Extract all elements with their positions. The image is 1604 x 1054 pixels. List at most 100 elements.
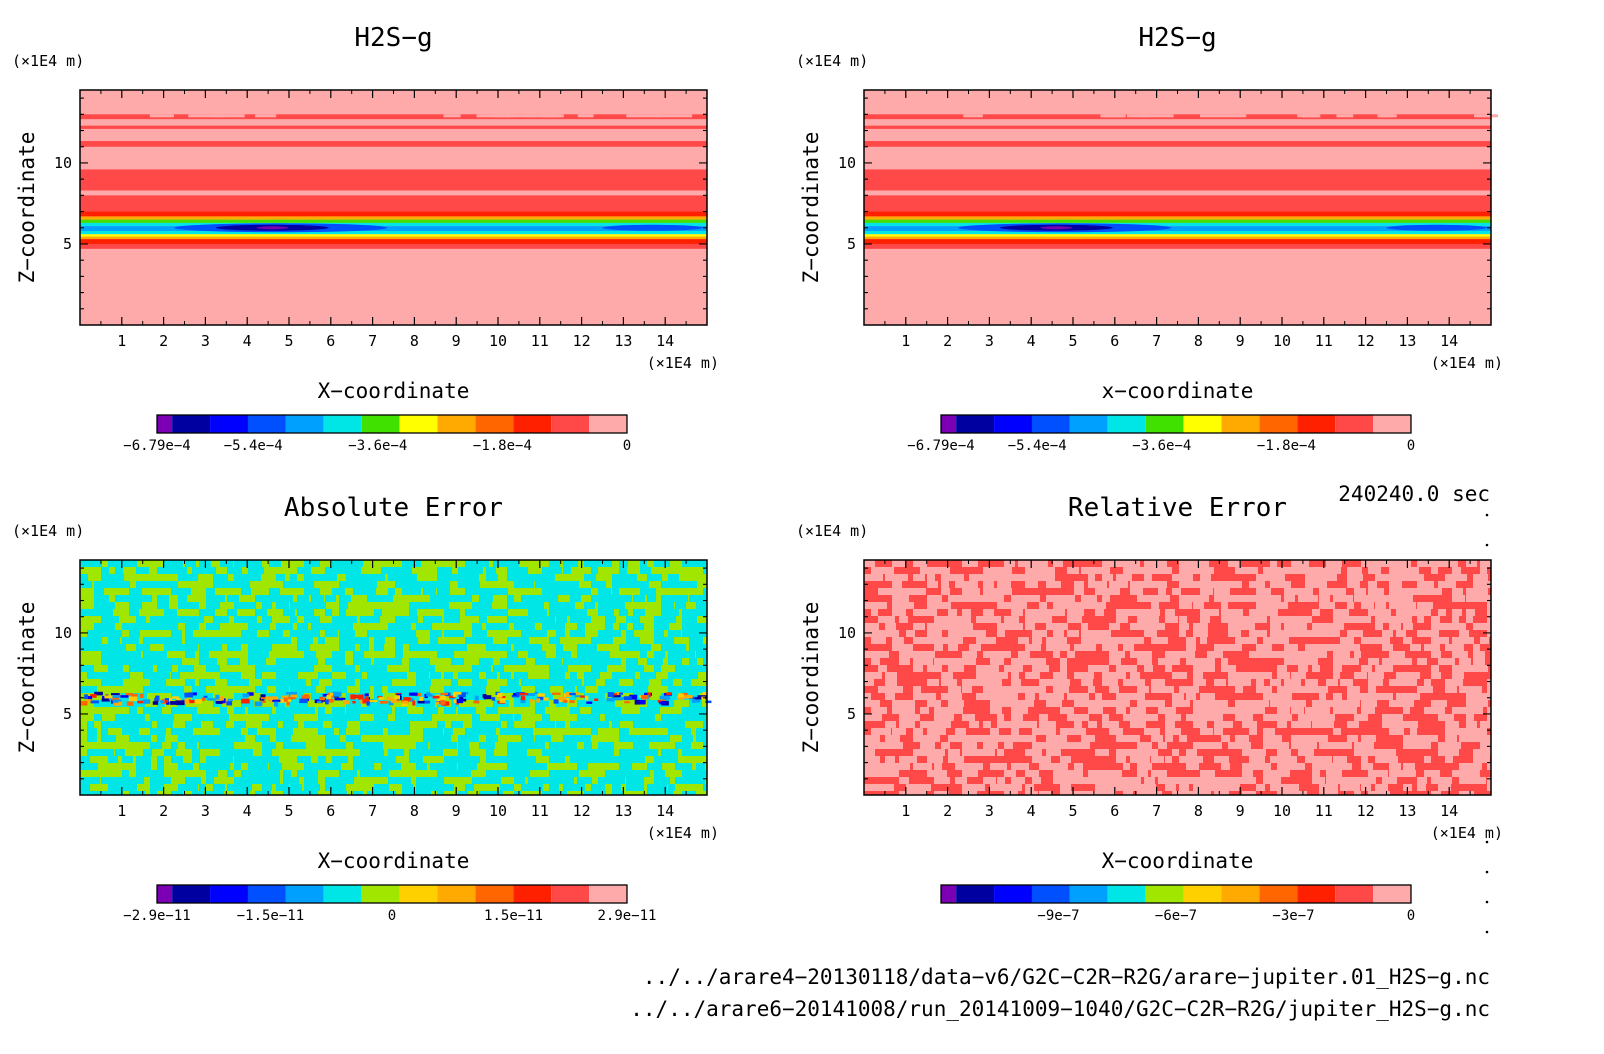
field-cell: [955, 763, 965, 770]
z-tick-label: 10: [838, 624, 856, 642]
field-cell: [332, 616, 339, 623]
field-cell: [1221, 735, 1230, 742]
field-cell: [1480, 637, 1489, 644]
field-cell: [1333, 693, 1342, 700]
field-cell: [1347, 721, 1359, 728]
field-cell: [1004, 616, 1015, 623]
field-cell: [626, 658, 638, 665]
field-cell: [1452, 609, 1462, 616]
field-cell: [569, 692, 576, 696]
field-cell: [80, 701, 88, 706]
field-cell: [1445, 581, 1456, 588]
field-cell: [458, 567, 466, 574]
field-cell: [402, 714, 411, 721]
field-cell: [1333, 623, 1344, 630]
field-cell: [1291, 567, 1301, 574]
field-cell: [1277, 581, 1291, 588]
field-cell: [675, 602, 686, 609]
field-cell: [1165, 609, 1175, 616]
field-cell: [1228, 609, 1235, 616]
field-cell: [108, 630, 122, 637]
field-cell: [101, 735, 116, 742]
field-cell: [1452, 651, 1468, 658]
field-cell: [885, 630, 899, 637]
field-cell: [1326, 791, 1338, 795]
z-unit-label: (×1E4 m): [12, 52, 84, 70]
field-cell: [276, 686, 289, 693]
field-cell: [126, 701, 134, 706]
dot-marker: [1485, 870, 1489, 874]
field-cell: [395, 686, 407, 693]
field-cell: [360, 658, 371, 665]
field-cell: [1130, 588, 1143, 595]
field-cell: [1102, 777, 1115, 784]
field-cell: [1403, 595, 1413, 602]
field-cell: [1123, 763, 1130, 770]
field-cell: [304, 651, 316, 658]
colorbar-segment: [1183, 415, 1222, 433]
field-cell: [451, 630, 464, 637]
field-cell: [1151, 602, 1159, 609]
field-cell: [458, 763, 467, 770]
field-cell: [927, 735, 940, 742]
field-cell: [605, 623, 613, 630]
field-cell: [1424, 679, 1431, 686]
field-cell: [339, 742, 346, 749]
field-cell: [142, 699, 151, 704]
field-cell: [164, 686, 173, 693]
x-tick-label: 5: [284, 802, 293, 820]
field-cell: [878, 742, 889, 749]
field-cell: [1438, 560, 1445, 567]
field-cell: [605, 749, 613, 756]
field-cell: [113, 699, 119, 703]
field-cell: [1459, 630, 1469, 637]
field-cell: [227, 637, 237, 644]
field-cell: [486, 756, 498, 763]
field-cell: [206, 602, 220, 609]
field-cell: [297, 658, 312, 665]
field-cell: [430, 630, 442, 637]
field-cell: [129, 728, 139, 735]
field-cell: [122, 784, 132, 791]
field-cell: [1060, 742, 1075, 749]
field-cell: [1102, 595, 1110, 602]
field-cell: [353, 735, 361, 742]
field-cell: [1249, 777, 1256, 784]
field-cell: [402, 791, 418, 795]
field-cell: [1179, 616, 1187, 623]
field-cell: [661, 679, 673, 686]
field-cell: [1025, 700, 1033, 707]
field-cell: [682, 707, 689, 714]
field-cell: [1193, 777, 1208, 784]
field-cell: [1445, 714, 1454, 721]
field-cell: [1242, 616, 1258, 623]
field-cell: [983, 651, 993, 658]
field-cell: [684, 694, 693, 699]
field-cell: [129, 595, 137, 602]
field-cell: [199, 763, 206, 770]
field-cell: [299, 698, 308, 704]
field-cell: [248, 728, 257, 735]
field-cell: [367, 742, 383, 749]
field-cell: [1158, 637, 1168, 644]
field-cell: [1438, 609, 1446, 616]
z-tick-label: 10: [54, 154, 72, 172]
field-cell: [1116, 777, 1126, 784]
field-cell: [1452, 770, 1468, 777]
field-cell: [1480, 623, 1491, 630]
field-cell: [1459, 763, 1470, 770]
field-cell: [1480, 595, 1491, 602]
field-cell: [1193, 679, 1206, 686]
field-cell: [1032, 742, 1048, 749]
field-cell: [157, 567, 168, 574]
field-cell: [157, 777, 171, 784]
field-cell: [87, 560, 94, 567]
field-cell: [1382, 756, 1391, 763]
field-cell: [927, 693, 936, 700]
field-cell: [542, 693, 553, 700]
field-cell: [1403, 700, 1414, 707]
field-cell: [1487, 763, 1491, 770]
field-cell: [185, 742, 197, 749]
field-cell: [437, 644, 453, 651]
field-cell: [997, 714, 1004, 721]
